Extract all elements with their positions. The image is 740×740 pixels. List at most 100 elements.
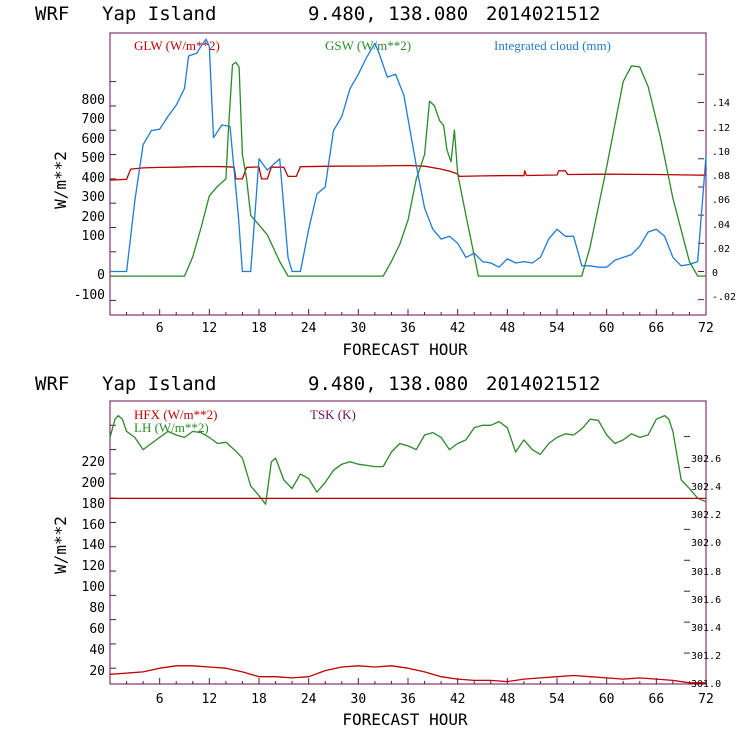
x-tick-label: 66 [649,321,665,336]
x-axis-label: FORECAST HOUR [342,710,468,729]
x-tick-label: 42 [450,692,466,707]
header-location: Yap Island [102,373,216,395]
x-tick-label: 36 [400,692,416,707]
y-tick-label: 100 [82,580,105,595]
x-tick-label: 66 [649,692,665,707]
legend-glw: GLW (W/m**2) [134,38,220,53]
x-tick-label: 36 [400,321,416,336]
y-axis-label: W/m**2 [51,516,70,574]
x-tick-label: 60 [599,692,615,707]
series-gsw [110,61,706,277]
header-model: WRF [35,3,69,25]
y-tick-label: 200 [82,476,105,491]
header-init-time: 2014021512 [486,373,600,395]
x-tick-label: 54 [549,321,565,336]
header-model: WRF [35,373,69,395]
x-tick-label: 12 [202,321,218,336]
y-tick-labels: 220 200 180 160 140 120 100 80 60 40 20 [82,455,105,679]
right-tick-label: .02 [712,244,730,255]
x-tick-label: 72 [698,692,714,707]
y-tick-label: 300 [82,190,105,205]
tick-marks [109,424,707,685]
x-tick-label: 48 [500,321,516,336]
y-tick-labels: 800 700 600 500 400 300 200 100 0 -100 [74,93,105,303]
right-tick-label: .08 [712,171,730,182]
legend-gsw: GSW (W/m**2) [325,38,411,53]
header-coords: 9.480, 138.080 [308,373,468,395]
x-tick-label: 30 [351,321,367,336]
x-tick-labels: 6 12 18 24 30 36 42 48 54 60 66 72 [156,692,714,707]
right-tick-label: 0 [712,268,718,279]
x-tick-label: 24 [301,321,317,336]
right-tick-label: 301.6 [691,595,721,606]
x-tick-label: 72 [698,321,714,336]
right-tick-label: 301.2 [691,651,721,662]
legend-cloud: Integrated cloud (mm) [494,38,611,53]
right-tick-label: .06 [712,195,730,206]
x-tick-label: 54 [549,692,565,707]
right-tick-label: 302.0 [691,538,721,549]
y-axis-label: W/m**2 [51,151,70,209]
panel-top: WRF Yap Island 9.480, 138.080 2014021512… [35,3,736,359]
right-tick-labels: .14 .12 .10 .08 .06 .04 .02 0 -.02 [712,98,736,303]
y-tick-label: 80 [89,601,105,616]
header-location: Yap Island [102,3,216,25]
x-tick-label: 24 [301,692,317,707]
x-tick-label: 12 [202,692,218,707]
x-tick-label: 6 [156,321,164,336]
header-coords: 9.480, 138.080 [308,3,468,25]
y-tick-label: 220 [82,455,105,470]
right-tick-label: 301.8 [691,567,721,578]
right-tick-label: 302.4 [691,482,721,493]
tick-marks [109,73,707,315]
x-tick-labels: 6 12 18 24 30 36 42 48 54 60 66 72 [156,321,714,336]
y-tick-label: 200 [82,210,105,225]
right-tick-label: .12 [712,123,730,134]
y-tick-label: 0 [97,268,105,283]
y-tick-label: 600 [82,132,105,147]
y-tick-label: 40 [89,643,105,658]
legend-lh: LH (W/m**2) [134,420,209,435]
series-integrated-cloud [110,38,707,273]
series-lines [109,414,707,684]
y-tick-label: -100 [74,288,105,303]
x-tick-label: 60 [599,321,615,336]
x-tick-label: 18 [251,321,267,336]
right-tick-label: 301.0 [691,679,721,690]
right-tick-label: .14 [712,98,730,109]
y-tick-label: 180 [82,497,105,512]
header-init-time: 2014021512 [486,3,600,25]
right-tick-label: -.02 [712,292,736,303]
y-tick-label: 700 [82,112,105,127]
y-tick-label: 100 [82,229,105,244]
right-tick-labels: 302.6 302.4 302.2 302.0 301.8 301.6 301.… [691,454,721,690]
y-tick-label: 60 [89,622,105,637]
y-tick-label: 500 [82,151,105,166]
right-tick-label: .04 [712,220,730,231]
x-axis-label: FORECAST HOUR [342,340,468,359]
y-tick-label: 140 [82,538,105,553]
panel-bottom: WRF Yap Island 9.480, 138.080 2014021512… [35,373,721,729]
right-tick-label: 302.6 [691,454,721,465]
right-tick-label: .10 [712,147,730,158]
series-glw [109,164,707,181]
y-tick-label: 20 [89,664,105,679]
legend-hfx: HFX (W/m**2) [134,407,217,422]
x-tick-label: 18 [251,692,267,707]
legend-tsk: TSK (K) [310,407,356,422]
series-lines [109,38,707,277]
series-hfx [109,665,706,684]
right-tick-label: 301.4 [691,623,721,634]
x-tick-label: 30 [351,692,367,707]
y-tick-label: 160 [82,518,105,533]
y-tick-label: 400 [82,171,105,186]
y-tick-label: 800 [82,93,105,108]
series-lh [109,414,707,505]
x-tick-label: 48 [500,692,516,707]
y-tick-label: 120 [82,559,105,574]
x-tick-label: 42 [450,321,466,336]
x-tick-label: 6 [156,692,164,707]
right-tick-label: 302.2 [691,510,721,521]
